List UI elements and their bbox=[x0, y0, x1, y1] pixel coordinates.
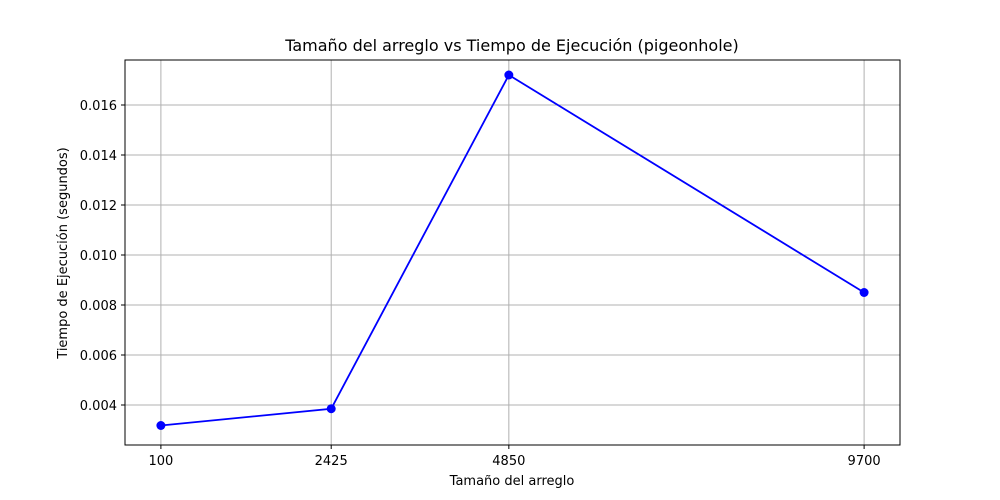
data-point bbox=[504, 70, 514, 80]
y-tick-label: 0.014 bbox=[80, 149, 117, 164]
data-point bbox=[156, 421, 166, 430]
y-tick-label: 0.010 bbox=[80, 249, 117, 264]
x-tick-label: 100 bbox=[148, 454, 173, 469]
data-point bbox=[859, 288, 869, 297]
y-tick-label: 0.008 bbox=[80, 299, 117, 314]
y-axis-label: Tiempo de Ejecución (segundos) bbox=[56, 147, 71, 359]
y-tick-label: 0.004 bbox=[80, 399, 117, 414]
series-line bbox=[160, 73, 865, 427]
x-tick-label: 2425 bbox=[315, 454, 348, 469]
chart-title: Tamaño del arreglo vs Tiempo de Ejecució… bbox=[284, 36, 739, 55]
ticks: 100 2425 4850 9700 0.004 0.006 0.008 0.010 0.012… bbox=[80, 99, 881, 469]
x-tick-label: 9700 bbox=[848, 454, 881, 469]
plot-frame bbox=[124, 59, 901, 446]
x-tick-label: 4850 bbox=[492, 454, 525, 469]
x-axis-label: Tamaño del arreglo bbox=[449, 474, 575, 489]
y-tick-label: 0.006 bbox=[80, 349, 117, 364]
y-tick-label: 0.016 bbox=[80, 99, 117, 114]
data-point bbox=[326, 404, 336, 414]
series-layer bbox=[156, 70, 869, 430]
y-tick-label: 0.012 bbox=[80, 199, 117, 214]
grid bbox=[125, 60, 900, 445]
